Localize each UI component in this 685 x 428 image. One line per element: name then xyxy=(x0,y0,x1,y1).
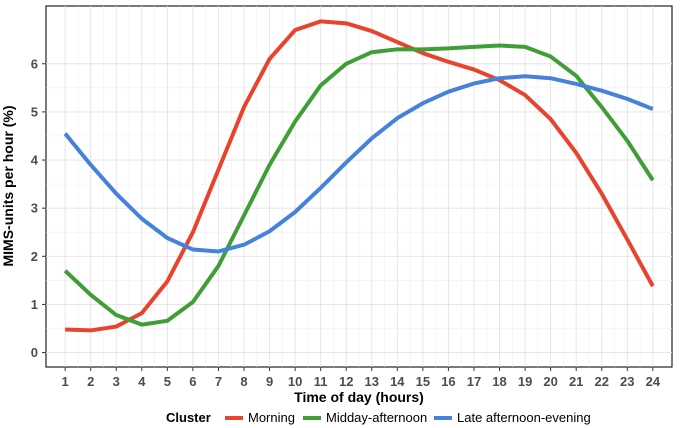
x-tick-label: 13 xyxy=(365,374,379,389)
x-tick-label: 17 xyxy=(467,374,481,389)
x-tick-label: 18 xyxy=(492,374,506,389)
x-tick-label: 3 xyxy=(113,374,120,389)
x-axis-ticks: 1 2 3 4 5 6 7 8 9 10 11 12 13 14 15 16 17 18 19 20 21 22 23 24 xyxy=(62,367,661,389)
series-layer xyxy=(63,19,655,333)
x-tick-label: 21 xyxy=(569,374,583,389)
x-tick-label: 15 xyxy=(416,374,430,389)
x-tick-label: 2 xyxy=(87,374,94,389)
y-tick-label: 2 xyxy=(31,249,38,264)
series-line-late-afternoon-evening xyxy=(63,74,654,254)
x-tick-label: 4 xyxy=(138,374,146,389)
x-tick-label: 5 xyxy=(164,374,171,389)
y-tick-label: 0 xyxy=(31,345,38,360)
y-axis-ticks: 0 1 2 3 4 5 6 xyxy=(31,56,46,360)
y-tick-label: 1 xyxy=(31,297,38,312)
legend-label-midday-afternoon: Midday-afternoon xyxy=(326,410,427,425)
x-tick-label: 23 xyxy=(620,374,634,389)
x-tick-label: 22 xyxy=(595,374,609,389)
legend: Cluster Morning Midday-afternoon Late af… xyxy=(166,410,591,425)
x-tick-label: 6 xyxy=(189,374,196,389)
grid-major xyxy=(46,6,672,367)
x-tick-label: 14 xyxy=(390,374,405,389)
y-tick-label: 3 xyxy=(31,201,38,216)
x-tick-label: 9 xyxy=(266,374,273,389)
x-tick-label: 24 xyxy=(646,374,661,389)
x-tick-label: 1 xyxy=(62,374,69,389)
y-tick-label: 5 xyxy=(31,104,38,119)
x-tick-label: 12 xyxy=(339,374,353,389)
x-tick-label: 20 xyxy=(543,374,557,389)
x-tick-label: 7 xyxy=(215,374,222,389)
x-tick-label: 19 xyxy=(518,374,532,389)
x-tick-label: 16 xyxy=(441,374,455,389)
series-line-morning xyxy=(65,19,655,333)
x-tick-label: 11 xyxy=(314,374,328,389)
y-tick-label: 4 xyxy=(31,153,39,168)
legend-label-late-afternoon-evening: Late afternoon-evening xyxy=(457,410,591,425)
x-axis-title: Time of day (hours) xyxy=(294,389,424,405)
legend-label-morning: Morning xyxy=(248,410,295,425)
x-tick-label: 10 xyxy=(288,374,302,389)
series-line-midday-afternoon xyxy=(63,43,655,327)
y-tick-label: 6 xyxy=(31,56,38,71)
y-axis-title: MIMS-units per hour (%) xyxy=(0,106,16,267)
x-tick-label: 8 xyxy=(240,374,247,389)
legend-title: Cluster xyxy=(166,410,211,425)
grid-minor xyxy=(46,6,672,367)
